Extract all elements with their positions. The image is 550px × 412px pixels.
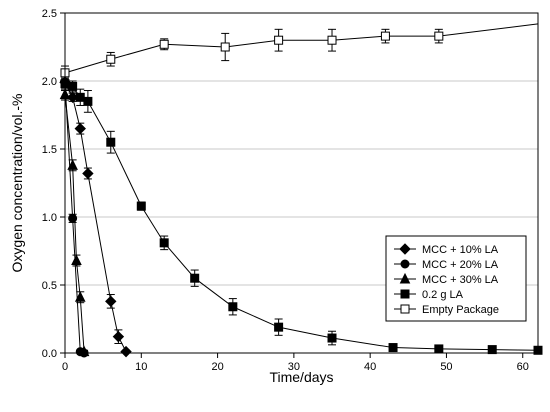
legend-label: MCC + 10% LA (422, 244, 499, 256)
plot-frame (64, 12, 539, 354)
data-point (274, 35, 284, 45)
data-series (59, 23, 543, 358)
x-tick-label: 40 (364, 361, 376, 373)
x-tick-label: 20 (211, 361, 223, 373)
data-point (106, 54, 116, 64)
data-point (106, 137, 116, 147)
data-point (388, 343, 398, 353)
legend-label: MCC + 20% LA (422, 259, 499, 271)
legend-label: 0.2 g LA (422, 289, 464, 301)
data-point (327, 333, 337, 343)
series-0 (59, 76, 132, 358)
data-point (82, 167, 94, 180)
data-point (112, 330, 125, 343)
data-point (434, 344, 444, 354)
y-tick-label: 0.0 (42, 348, 57, 360)
legend-marker (400, 289, 410, 299)
y-tick-label: 2.0 (42, 76, 57, 88)
y-tick-label: 2.5 (42, 8, 57, 20)
data-point (71, 254, 82, 266)
y-tick-label: 1.0 (42, 212, 57, 224)
data-point (74, 291, 86, 302)
data-point (487, 345, 497, 355)
data-point (159, 238, 169, 248)
data-point (159, 39, 169, 49)
data-point (380, 31, 390, 41)
y-tick-label: 1.5 (42, 144, 57, 156)
data-point (83, 96, 93, 106)
data-point (75, 92, 85, 102)
data-point (327, 35, 337, 45)
x-tick-label: 60 (517, 361, 529, 373)
axes: 0.0 0.5 1.0 1.5 2.0 2.5 0 10 20 30 40 50 60 (42, 8, 529, 373)
x-tick-label: 10 (135, 361, 147, 373)
data-point (220, 42, 230, 52)
data-point (120, 345, 132, 358)
legend-marker (400, 304, 410, 314)
y-axis-title: Oxygen concentration/vol.-% (9, 94, 25, 273)
legend-label: MCC + 30% LA (422, 274, 499, 286)
data-point (74, 122, 86, 135)
series-line (64, 23, 539, 74)
data-point (190, 273, 200, 283)
x-axis-title: Time/days (269, 369, 333, 385)
series-4 (60, 23, 539, 81)
legend: MCC + 10% LA MCC + 20% LA MCC + 30% LA 0.2 … (385, 235, 527, 322)
legend-marker (399, 243, 411, 255)
data-point (68, 81, 78, 91)
data-point (136, 201, 146, 211)
data-point (68, 213, 78, 223)
x-tick-label: 50 (440, 361, 452, 373)
data-point (67, 159, 78, 170)
data-point (105, 295, 117, 308)
x-tick-label: 0 (62, 361, 68, 373)
legend-marker (399, 272, 411, 284)
x-tick-label: 30 (288, 361, 300, 373)
legend-label: Empty Package (422, 304, 499, 316)
y-tick-label: 0.5 (42, 280, 57, 292)
data-point (274, 322, 284, 332)
data-point (434, 31, 444, 41)
legend-marker (400, 259, 410, 269)
data-point (228, 302, 238, 312)
